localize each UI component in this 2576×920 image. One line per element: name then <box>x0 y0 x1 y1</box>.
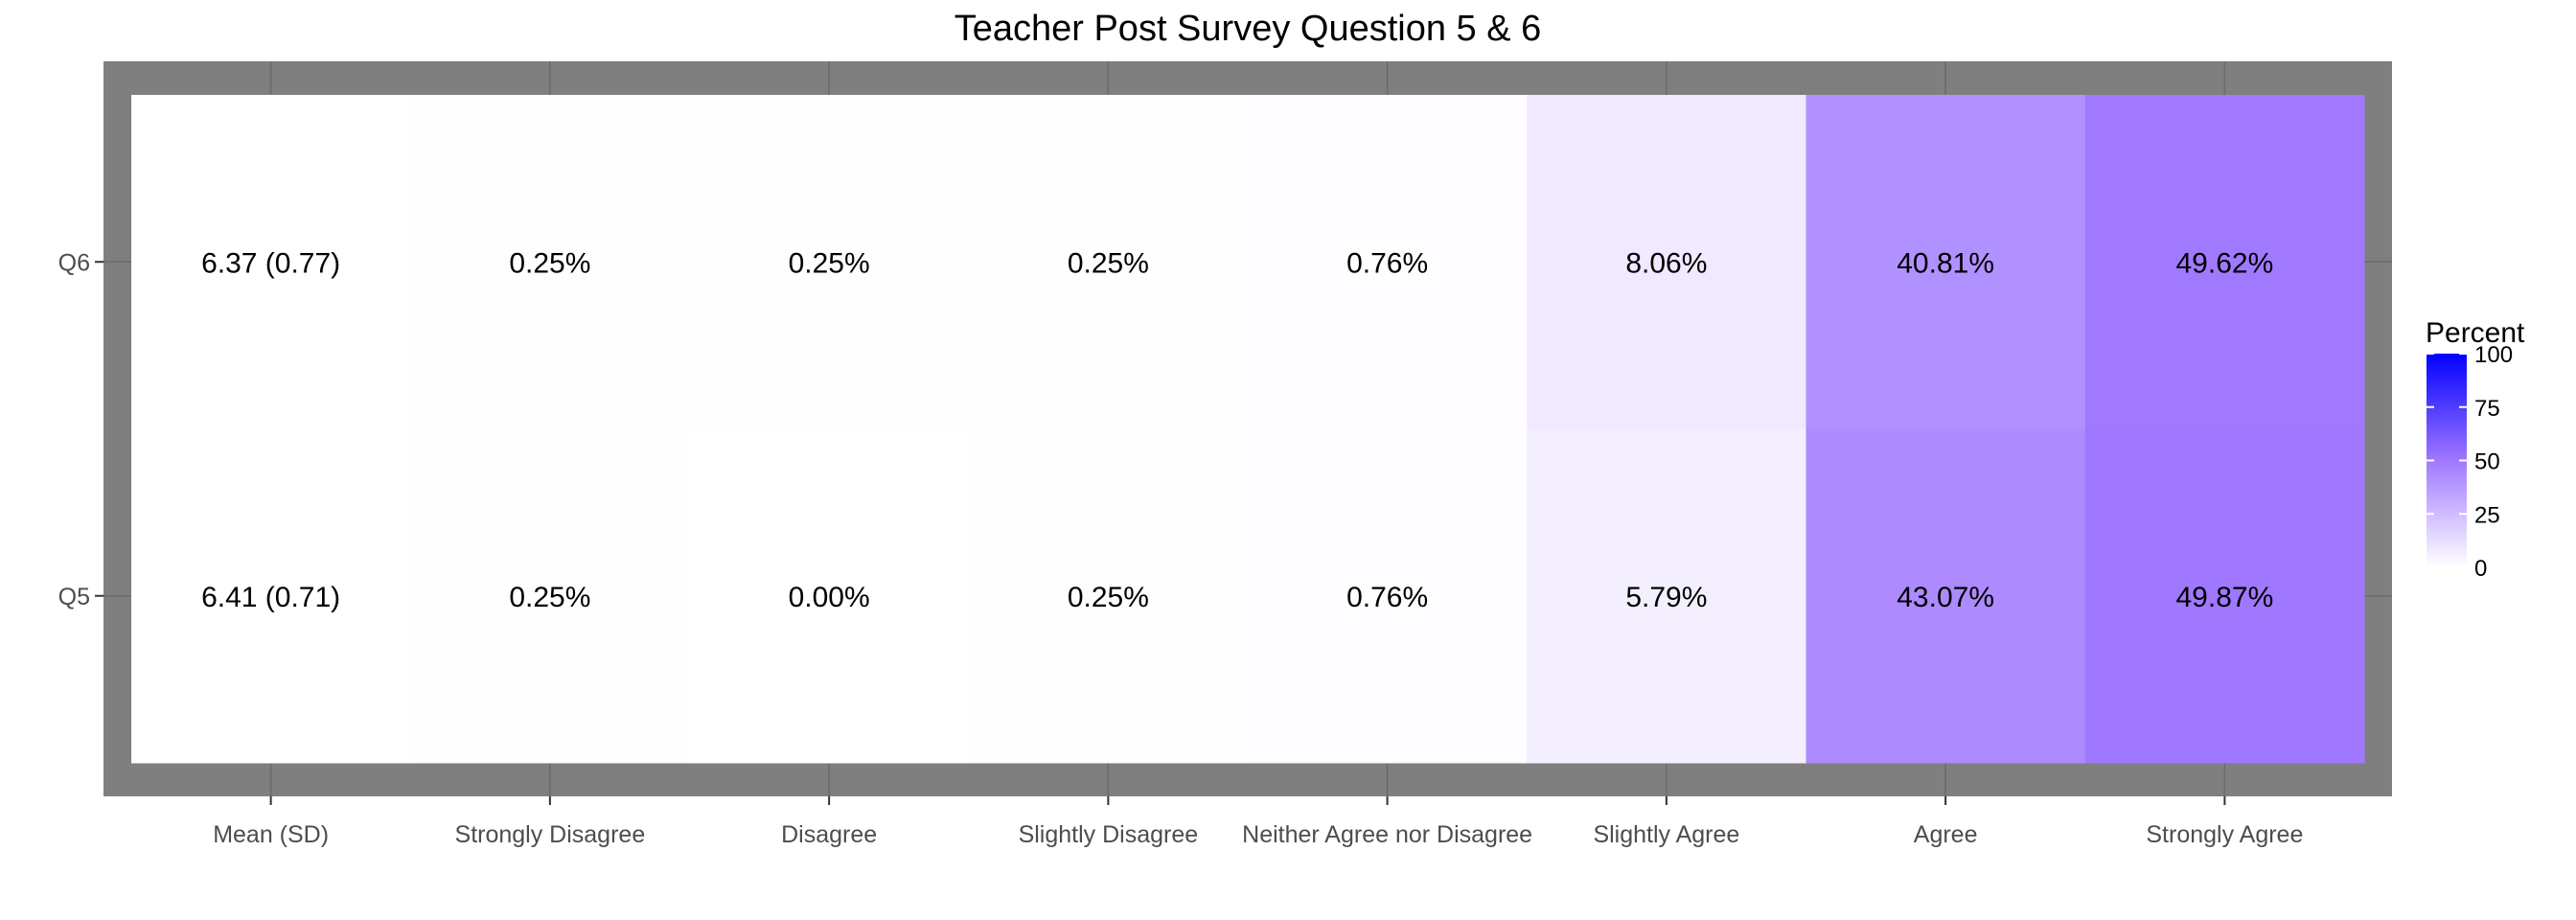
x-tick-label: Slightly Disagree <box>1019 821 1199 848</box>
heatmap-cell <box>1248 95 1528 429</box>
heatmap-cell <box>689 95 970 429</box>
heatmap-cell <box>1806 95 2086 429</box>
cell-label: 5.79% <box>1625 582 1707 613</box>
cell-label: 0.25% <box>789 247 870 279</box>
x-tick-label: Agree <box>1914 821 1978 848</box>
x-tick-label: Strongly Agree <box>2146 821 2303 848</box>
x-axis: Mean (SD) Strongly Disagree Disagree Slight… <box>213 796 2303 848</box>
y-axis: Q6 Q5 <box>58 249 104 610</box>
heatmap-cell <box>131 95 411 429</box>
cell-label: 49.87% <box>2176 582 2274 613</box>
heatmap-cell <box>410 428 690 764</box>
legend-tick-label: 100 <box>2474 342 2513 368</box>
cell-label: 0.00% <box>789 582 870 613</box>
x-tick-label: Mean (SD) <box>213 821 329 848</box>
x-tick-label: Slightly Agree <box>1593 821 1739 848</box>
heatmap-cell <box>1248 428 1528 764</box>
legend-tick-label: 0 <box>2474 556 2487 582</box>
heatmap-cell <box>1527 428 1806 764</box>
heatmap-cells: 6.37 (0.77) 0.25% 0.25% 0.25% 0.76% 8.06% 40.8… <box>131 95 2365 764</box>
color-legend: Percent 0 25 50 75 100 <box>2426 317 2525 582</box>
cell-label: 0.25% <box>509 582 590 613</box>
legend-title: Percent <box>2426 317 2525 349</box>
heatmap-cell <box>968 95 1249 429</box>
chart-title: Teacher Post Survey Question 5 & 6 <box>954 9 1542 49</box>
heatmap-cell <box>1806 428 2086 764</box>
heatmap-cell <box>410 95 690 429</box>
cell-label: 0.25% <box>1068 582 1149 613</box>
cell-label: 49.62% <box>2176 247 2274 279</box>
heatmap-cell <box>2084 95 2365 429</box>
legend-tick-label: 50 <box>2474 449 2500 475</box>
heatmap-cell <box>689 428 970 764</box>
cell-label: 40.81% <box>1897 247 1994 279</box>
heatmap-cell <box>2084 428 2365 764</box>
cell-label: 0.25% <box>1068 247 1149 279</box>
legend-tick-label: 25 <box>2474 502 2500 528</box>
cell-label: 43.07% <box>1897 582 1994 613</box>
heatmap-cell <box>1527 95 1806 429</box>
cell-label: 6.41 (0.71) <box>201 582 340 613</box>
y-tick-label: Q5 <box>58 584 90 610</box>
cell-label: 6.37 (0.77) <box>201 247 340 279</box>
cell-label: 0.25% <box>509 247 590 279</box>
x-tick-label: Neither Agree nor Disagree <box>1242 821 1532 848</box>
y-tick-label: Q6 <box>58 249 90 276</box>
heatmap-cell <box>131 428 411 764</box>
cell-label: 0.76% <box>1346 247 1428 279</box>
cell-label: 8.06% <box>1625 247 1707 279</box>
heatmap-cell <box>968 428 1249 764</box>
cell-label: 0.76% <box>1346 582 1428 613</box>
legend-tick-label: 75 <box>2474 396 2500 422</box>
x-tick-label: Strongly Disagree <box>455 821 646 848</box>
x-tick-label: Disagree <box>781 821 877 848</box>
